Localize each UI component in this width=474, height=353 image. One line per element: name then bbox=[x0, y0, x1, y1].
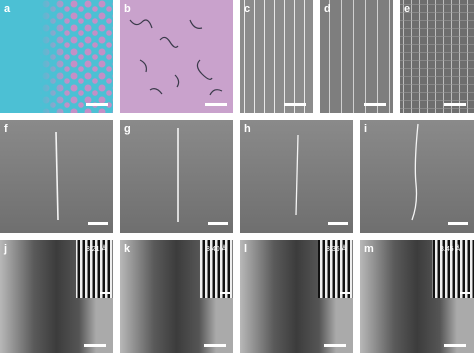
inset-label: 3.40 Å bbox=[206, 244, 227, 253]
panel-label: l bbox=[244, 243, 247, 255]
panel-label: e bbox=[404, 3, 410, 15]
panel-label: k bbox=[124, 243, 131, 255]
panel-i bbox=[360, 120, 474, 233]
panel-a bbox=[0, 0, 113, 113]
panel-e bbox=[400, 0, 474, 113]
panel-h bbox=[240, 120, 353, 233]
panel-l bbox=[240, 240, 353, 353]
panel-k bbox=[120, 240, 233, 353]
panel-d bbox=[320, 0, 393, 113]
panel-label: c bbox=[244, 3, 250, 15]
panel-j bbox=[0, 240, 113, 353]
panel-label: i bbox=[364, 123, 367, 135]
panel-label: m bbox=[364, 243, 374, 255]
inset-label: 3.21 Å bbox=[86, 244, 107, 253]
panel-label: h bbox=[244, 123, 251, 135]
panel-label: g bbox=[124, 123, 131, 135]
panel-c bbox=[240, 0, 313, 113]
panel-f bbox=[0, 120, 113, 233]
panel-g bbox=[120, 120, 233, 233]
panel-m bbox=[360, 240, 474, 353]
inset-label: 3.36 Å bbox=[326, 244, 347, 253]
panel-b bbox=[120, 0, 233, 113]
panel-label: a bbox=[4, 3, 11, 15]
panel-label: d bbox=[324, 3, 331, 15]
panel-label: j bbox=[3, 243, 7, 255]
panel-label: f bbox=[4, 123, 8, 135]
panel-label: b bbox=[124, 3, 131, 15]
inset-label: 3.45 Å bbox=[440, 244, 461, 253]
